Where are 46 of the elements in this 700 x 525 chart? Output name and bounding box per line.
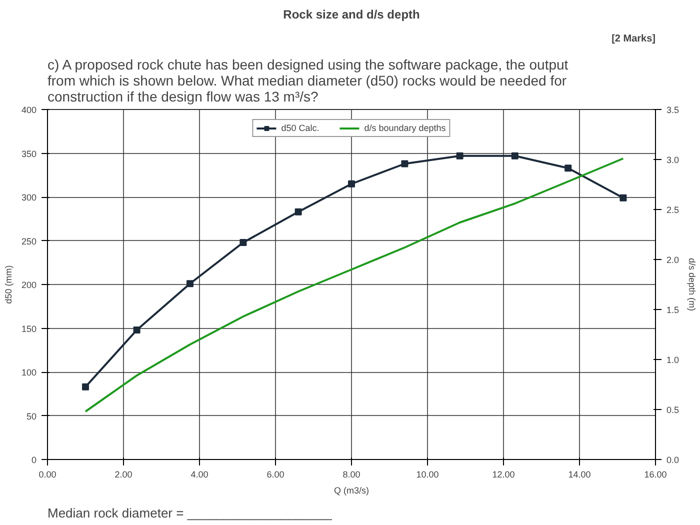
y-tick-label: 100 <box>21 368 37 378</box>
y2-tick-label: 1.0 <box>666 355 680 365</box>
y-tick-label: 50 <box>26 411 37 422</box>
y-axis-title: d50 (mm) <box>3 265 14 304</box>
y2-tick-label: 0.5 <box>666 405 680 415</box>
x-tick-label: 6.00 <box>266 470 284 480</box>
x-tick-label: 10.00 <box>416 470 439 480</box>
point <box>564 164 572 172</box>
y-tick-label: 300 <box>21 192 37 202</box>
legend-label: d50 Calc. <box>281 123 320 133</box>
point <box>511 152 518 160</box>
text: Median rock diameter = ____________________ <box>48 506 333 520</box>
legend-label: d/s boundary depths <box>364 123 446 133</box>
x-tick-label: 2.00 <box>114 470 132 480</box>
point <box>240 239 247 246</box>
point <box>294 208 302 216</box>
x-axis-title: Q (m3/s) <box>334 486 369 496</box>
y2-tick-label: 3.5 <box>666 105 680 115</box>
y2-axis-title: d/s depth (m) <box>687 258 698 312</box>
x-tick-label: 16.00 <box>644 470 667 480</box>
x-tick-label: 12.00 <box>492 470 515 480</box>
point <box>401 160 408 168</box>
y-tick-label: 400 <box>21 105 37 115</box>
point <box>348 180 355 188</box>
point <box>82 383 89 390</box>
y2-tick-label: 1.5 <box>666 305 680 315</box>
x-tick-label: 0.00 <box>38 470 56 480</box>
y-tick-label: 150 <box>21 324 37 334</box>
text: [2 Marks] <box>612 34 656 44</box>
y2-tick-label: 2.5 <box>666 205 680 215</box>
point <box>620 194 627 202</box>
y2-tick-label: 2.0 <box>666 255 680 265</box>
x-tick-label: 4.00 <box>190 470 208 480</box>
text: c) A proposed rock chute has been designed using the software package, the output from which is shown below. What median diameter (d50) rocks would be needed for construction if the design flow was 13 m³/s? <box>48 56 568 104</box>
point <box>133 326 140 334</box>
y2-tick-label: 0.0 <box>666 455 680 465</box>
point <box>186 280 194 288</box>
x-tick-label: 14.00 <box>568 470 591 480</box>
y2-tick-label: 3.0 <box>666 155 680 165</box>
y-tick-label: 200 <box>21 280 37 290</box>
y-tick-label: 0 <box>31 455 37 465</box>
point <box>456 152 464 160</box>
y-tick-label: 350 <box>21 148 37 159</box>
x-tick-label: 8.00 <box>342 470 360 480</box>
chart-title: Rock size and d/s depth <box>283 8 420 22</box>
y-tick-label: 250 <box>21 236 37 246</box>
